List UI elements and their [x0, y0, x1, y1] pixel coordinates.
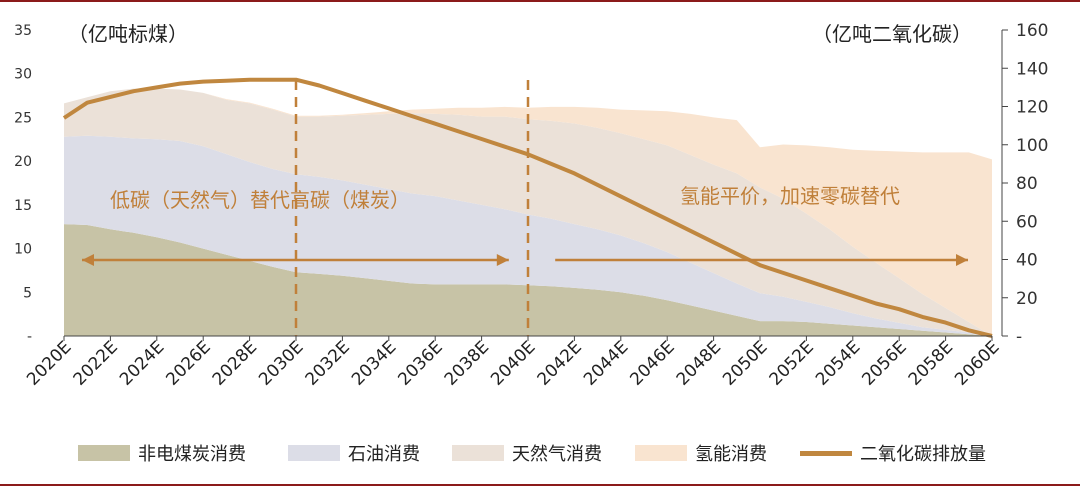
x-tick-label: 2028E — [209, 337, 261, 389]
y-left-tick-label: 30 — [14, 67, 32, 83]
x-tick-label: 2050E — [719, 337, 771, 389]
arrow-phase1-head-right — [496, 254, 509, 266]
y-right-tick-label: - — [1016, 327, 1022, 347]
legend-label-coal: 非电煤炭消费 — [138, 444, 246, 465]
top-border-rule — [0, 0, 1080, 2]
y-right-tick-label: 40 — [1016, 251, 1038, 271]
right-axis-unit: （亿吨二氧化碳） — [812, 22, 972, 46]
y-right-tick-label: 60 — [1016, 212, 1038, 232]
line-co2 — [62, 77, 993, 338]
y-right-tick-label: 160 — [1016, 21, 1048, 41]
x-tick-label: 2034E — [348, 337, 400, 389]
x-tick-label: 2026E — [162, 337, 214, 389]
x-tick-label: 2048E — [673, 337, 725, 389]
x-tick-label: 2036E — [394, 337, 446, 389]
legend-item-co2: 二氧化碳排放量 — [800, 440, 986, 466]
y-left-tick-label: 35 — [14, 23, 32, 39]
y-left-tick-label: 5 — [23, 285, 32, 301]
left-axis-unit: （亿吨标煤） — [68, 22, 188, 46]
y-left-tick-label: 15 — [14, 198, 32, 214]
y-right-tick-label: 140 — [1016, 59, 1048, 79]
x-tick-label: 2058E — [905, 337, 957, 389]
legend-label-oil: 石油消费 — [348, 444, 420, 465]
x-tick-label: 2024E — [116, 337, 168, 389]
y-right-tick-label: 80 — [1016, 174, 1038, 194]
x-tick-label: 2038E — [441, 337, 493, 389]
x-tick-label: 2054E — [812, 337, 864, 389]
x-tick-label: 2030E — [255, 337, 307, 389]
y-left-tick-label: 10 — [14, 242, 32, 258]
x-tick-label: 2022E — [70, 337, 122, 389]
legend-item-oil: 石油消费 — [288, 440, 420, 466]
legend-label-co2: 二氧化碳排放量 — [860, 444, 986, 465]
x-tick-label: 2060E — [951, 337, 1003, 389]
phase2-annotation: 氢能平价，加速零碳替代 — [680, 184, 900, 208]
legend-swatch-hydrogen — [635, 445, 687, 461]
x-tick-label: 2044E — [580, 337, 632, 389]
x-tick-label: 2040E — [487, 337, 539, 389]
arrow-layer — [82, 254, 968, 266]
arrow-phase2-head — [956, 254, 968, 266]
y-right-tick-label: 100 — [1016, 136, 1048, 156]
chart-legend: 非电煤炭消费 石油消费 天然气消费 氢能消费 二氧化碳排放量 — [60, 440, 1070, 466]
bottom-border-rule — [0, 484, 1080, 486]
line-layer — [62, 77, 993, 338]
area-hydrogen — [64, 88, 992, 336]
y-right-tick-label: 120 — [1016, 98, 1048, 118]
legend-label-gas: 天然气消费 — [512, 444, 602, 465]
legend-swatch-gas — [452, 445, 504, 461]
vertical-guide-layer — [294, 80, 530, 336]
legend-swatch-coal — [78, 445, 130, 461]
x-tick-label: 2046E — [626, 337, 678, 389]
x-tick-label: 2032E — [302, 337, 354, 389]
legend-item-coal: 非电煤炭消费 — [78, 440, 246, 466]
y-right-tick-label: 20 — [1016, 289, 1038, 309]
legend-item-gas: 天然气消费 — [452, 440, 602, 466]
y-left-tick-label: 25 — [14, 110, 32, 126]
x-tick-label: 2020E — [23, 337, 75, 389]
legend-line-co2 — [800, 450, 852, 456]
x-tick-label: 2042E — [534, 337, 586, 389]
arrow-phase1-head-left — [82, 254, 94, 266]
legend-item-hydrogen: 氢能消费 — [635, 440, 767, 466]
x-tick-label: 2052E — [766, 337, 818, 389]
y-left-tick-label: 20 — [14, 154, 32, 170]
x-tick-label: 2056E — [858, 337, 910, 389]
legend-label-hydrogen: 氢能消费 — [695, 444, 767, 465]
y-left-tick-label: - — [27, 329, 32, 345]
phase1-annotation: 低碳（天然气）替代高碳（煤炭） — [110, 188, 410, 212]
legend-swatch-oil — [288, 445, 340, 461]
